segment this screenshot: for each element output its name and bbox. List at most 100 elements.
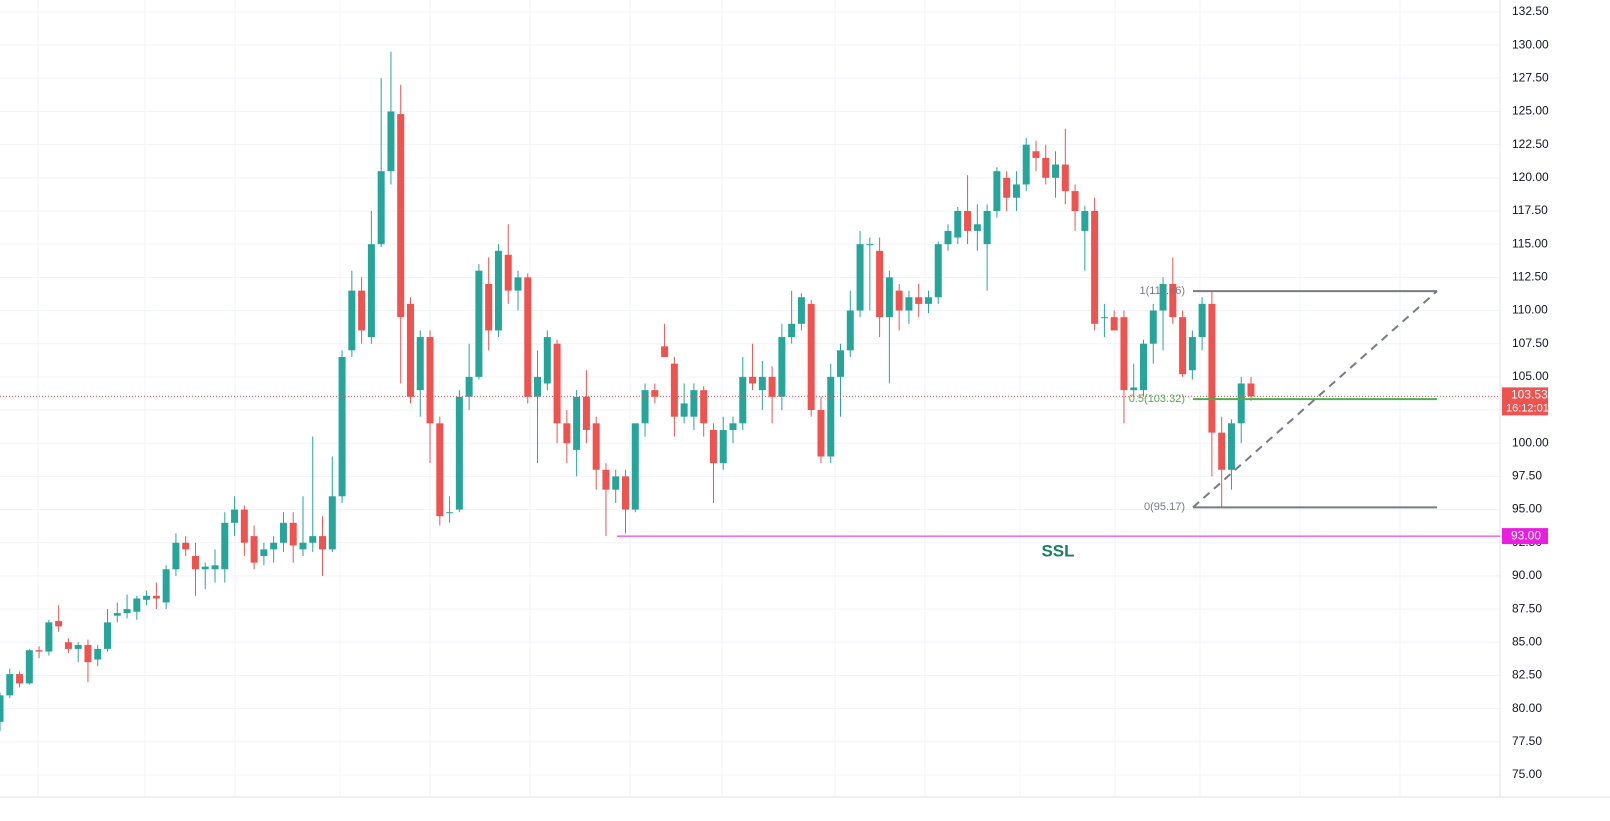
- candle-body: [622, 476, 629, 510]
- candle-body: [250, 536, 258, 563]
- candle-body: [563, 423, 571, 444]
- candle-body: [797, 297, 805, 324]
- candle-body: [416, 337, 424, 391]
- candle-body: [426, 337, 434, 424]
- level-price-label: 93.00: [1511, 528, 1541, 542]
- candle-body: [133, 598, 141, 612]
- candle-body: [436, 423, 444, 517]
- candle-body: [182, 542, 190, 550]
- candle-body: [319, 536, 327, 550]
- candle-body: [749, 376, 757, 384]
- candle-body: [680, 403, 688, 417]
- candle-body: [35, 650, 43, 652]
- candle-body: [338, 356, 346, 497]
- y-tick-label: 90.00: [1512, 568, 1542, 582]
- candle-body: [1091, 210, 1099, 324]
- candle-body: [1120, 317, 1128, 391]
- y-tick-label: 125.00: [1512, 104, 1549, 118]
- candle-body: [768, 376, 776, 397]
- candle-body: [1159, 283, 1167, 311]
- y-tick-label: 122.50: [1512, 137, 1549, 151]
- candle-body: [211, 565, 219, 570]
- candle-body: [270, 542, 278, 550]
- candle-body: [328, 496, 336, 550]
- candle-body: [475, 270, 483, 377]
- y-tick-label: 120.00: [1512, 170, 1549, 184]
- candle-body: [758, 376, 766, 391]
- candle-body: [1247, 383, 1255, 397]
- y-tick-label: 115.00: [1512, 236, 1548, 250]
- candle-body: [866, 244, 874, 246]
- candle-body: [94, 648, 102, 660]
- candle-body: [641, 390, 649, 424]
- candle-body: [358, 290, 366, 331]
- candle-body: [983, 210, 991, 245]
- candle-body: [201, 566, 209, 570]
- candle-body: [817, 410, 825, 457]
- y-tick-label: 87.50: [1512, 601, 1542, 615]
- candle-body: [700, 390, 708, 424]
- candle-body: [25, 650, 33, 684]
- y-tick-label: 117.50: [1512, 203, 1548, 217]
- candle-body: [905, 297, 913, 311]
- candle-body: [661, 346, 669, 357]
- candle-body: [934, 244, 942, 298]
- candle-body: [84, 644, 92, 663]
- candle-body: [143, 595, 151, 600]
- candle-body: [6, 674, 14, 696]
- candle-body: [788, 323, 796, 338]
- fib-label: 0(95.17): [1144, 501, 1185, 513]
- countdown-label: 16:12:01: [1506, 402, 1549, 414]
- candle-body: [1208, 303, 1216, 433]
- fib-trend-line: [1192, 290, 1438, 509]
- candle-body: [16, 674, 24, 684]
- candle-body: [397, 114, 405, 318]
- candle-body: [1130, 387, 1138, 391]
- candle-body: [299, 542, 307, 550]
- y-tick-label: 95.00: [1512, 502, 1542, 516]
- candle-body: [74, 644, 82, 649]
- candle-body: [964, 210, 972, 231]
- candle-body: [191, 556, 199, 570]
- candle-body: [172, 542, 180, 570]
- fib-label: 1(111.46): [1140, 285, 1185, 297]
- candle-body: [534, 376, 542, 397]
- candle-body: [1227, 423, 1235, 470]
- candle-body: [1139, 343, 1147, 391]
- candle-body: [944, 230, 952, 245]
- candle-body: [1188, 337, 1196, 371]
- y-tick-label: 107.50: [1512, 336, 1549, 350]
- candle-body: [367, 244, 375, 338]
- candle-body: [55, 621, 63, 627]
- y-tick-label: 80.00: [1512, 701, 1542, 715]
- y-tick-label: 127.50: [1512, 70, 1549, 84]
- fib-label: 0.5(103.32): [1129, 393, 1185, 405]
- candle-body: [602, 469, 610, 490]
- level-annotation: SSL: [1041, 542, 1074, 561]
- candle-body: [260, 549, 268, 557]
- candle-body: [485, 283, 493, 331]
- candle-body: [504, 254, 512, 291]
- candle-body: [1218, 432, 1226, 470]
- candle-body: [846, 310, 854, 351]
- y-tick-label: 75.00: [1512, 767, 1542, 781]
- candle-body: [553, 343, 561, 424]
- candle-body: [446, 512, 454, 514]
- candle-body: [885, 277, 893, 318]
- last-price-label: 103.53: [1511, 388, 1548, 402]
- y-tick-label: 105.00: [1512, 369, 1549, 383]
- candle-body: [221, 522, 229, 570]
- candle-body: [465, 376, 473, 397]
- last-price-box: [1502, 387, 1548, 416]
- candle-body: [348, 290, 356, 351]
- candle-body: [113, 613, 121, 616]
- candle-body: [1061, 164, 1069, 192]
- candle-body: [1042, 157, 1050, 178]
- candle-body: [573, 396, 581, 450]
- candle-body: [1169, 283, 1177, 318]
- y-tick-label: 100.00: [1512, 435, 1549, 449]
- candle-body: [1071, 191, 1079, 211]
- candle-body: [231, 509, 239, 523]
- candle-body: [1237, 383, 1245, 424]
